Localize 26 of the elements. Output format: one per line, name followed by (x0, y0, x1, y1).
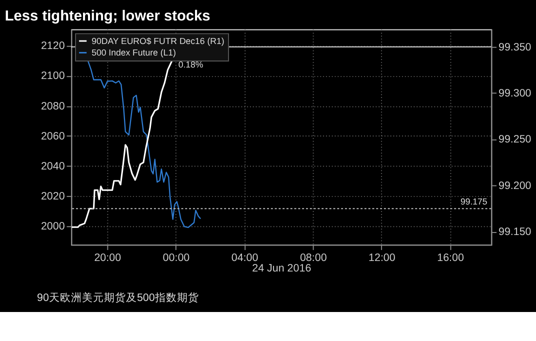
legend-label: 500 Index Future (L1) (92, 48, 176, 58)
x-tick-label: 04:00 (231, 252, 258, 264)
text: 90天欧洲美元期货及500指数期货 (37, 291, 199, 304)
y-tick-label: 2040 (40, 160, 65, 172)
y2-tick-label: 99.250 (498, 134, 532, 146)
legend-label: 90DAY EURO$ FUTR Dec16 (R1) (92, 36, 224, 46)
chart-title: Less tightening; lower stocks (4, 8, 210, 25)
line-series (87, 60, 202, 228)
y2-tick-label: 99.300 (498, 88, 532, 100)
x-axis-title: 24 Jun 2016 (252, 262, 312, 274)
y2-tick-label: 99.350 (498, 41, 532, 54)
x-tick-label: 00:00 (162, 252, 190, 264)
x-tick-label: 12:00 (368, 252, 396, 264)
y-tick-label: 2100 (40, 70, 65, 82)
y-tick-label: 2000 (40, 220, 65, 232)
y2-tick-label: 99.150 (498, 226, 532, 238)
x-tick-label: 08:00 (300, 252, 327, 264)
y-tick-label: 2020 (40, 190, 65, 202)
y2-tick-label: 99.200 (498, 180, 532, 192)
y-tick-label: 2080 (40, 100, 65, 112)
x-tick-label: 20:00 (94, 252, 122, 264)
x-tick-label: 16:00 (437, 252, 464, 264)
y-tick-label: 2120 (40, 40, 65, 52)
y-tick-label: 2060 (40, 130, 65, 142)
ref-line-label: 99.175 (460, 196, 488, 207)
annotation: 0.18% (178, 59, 204, 70)
